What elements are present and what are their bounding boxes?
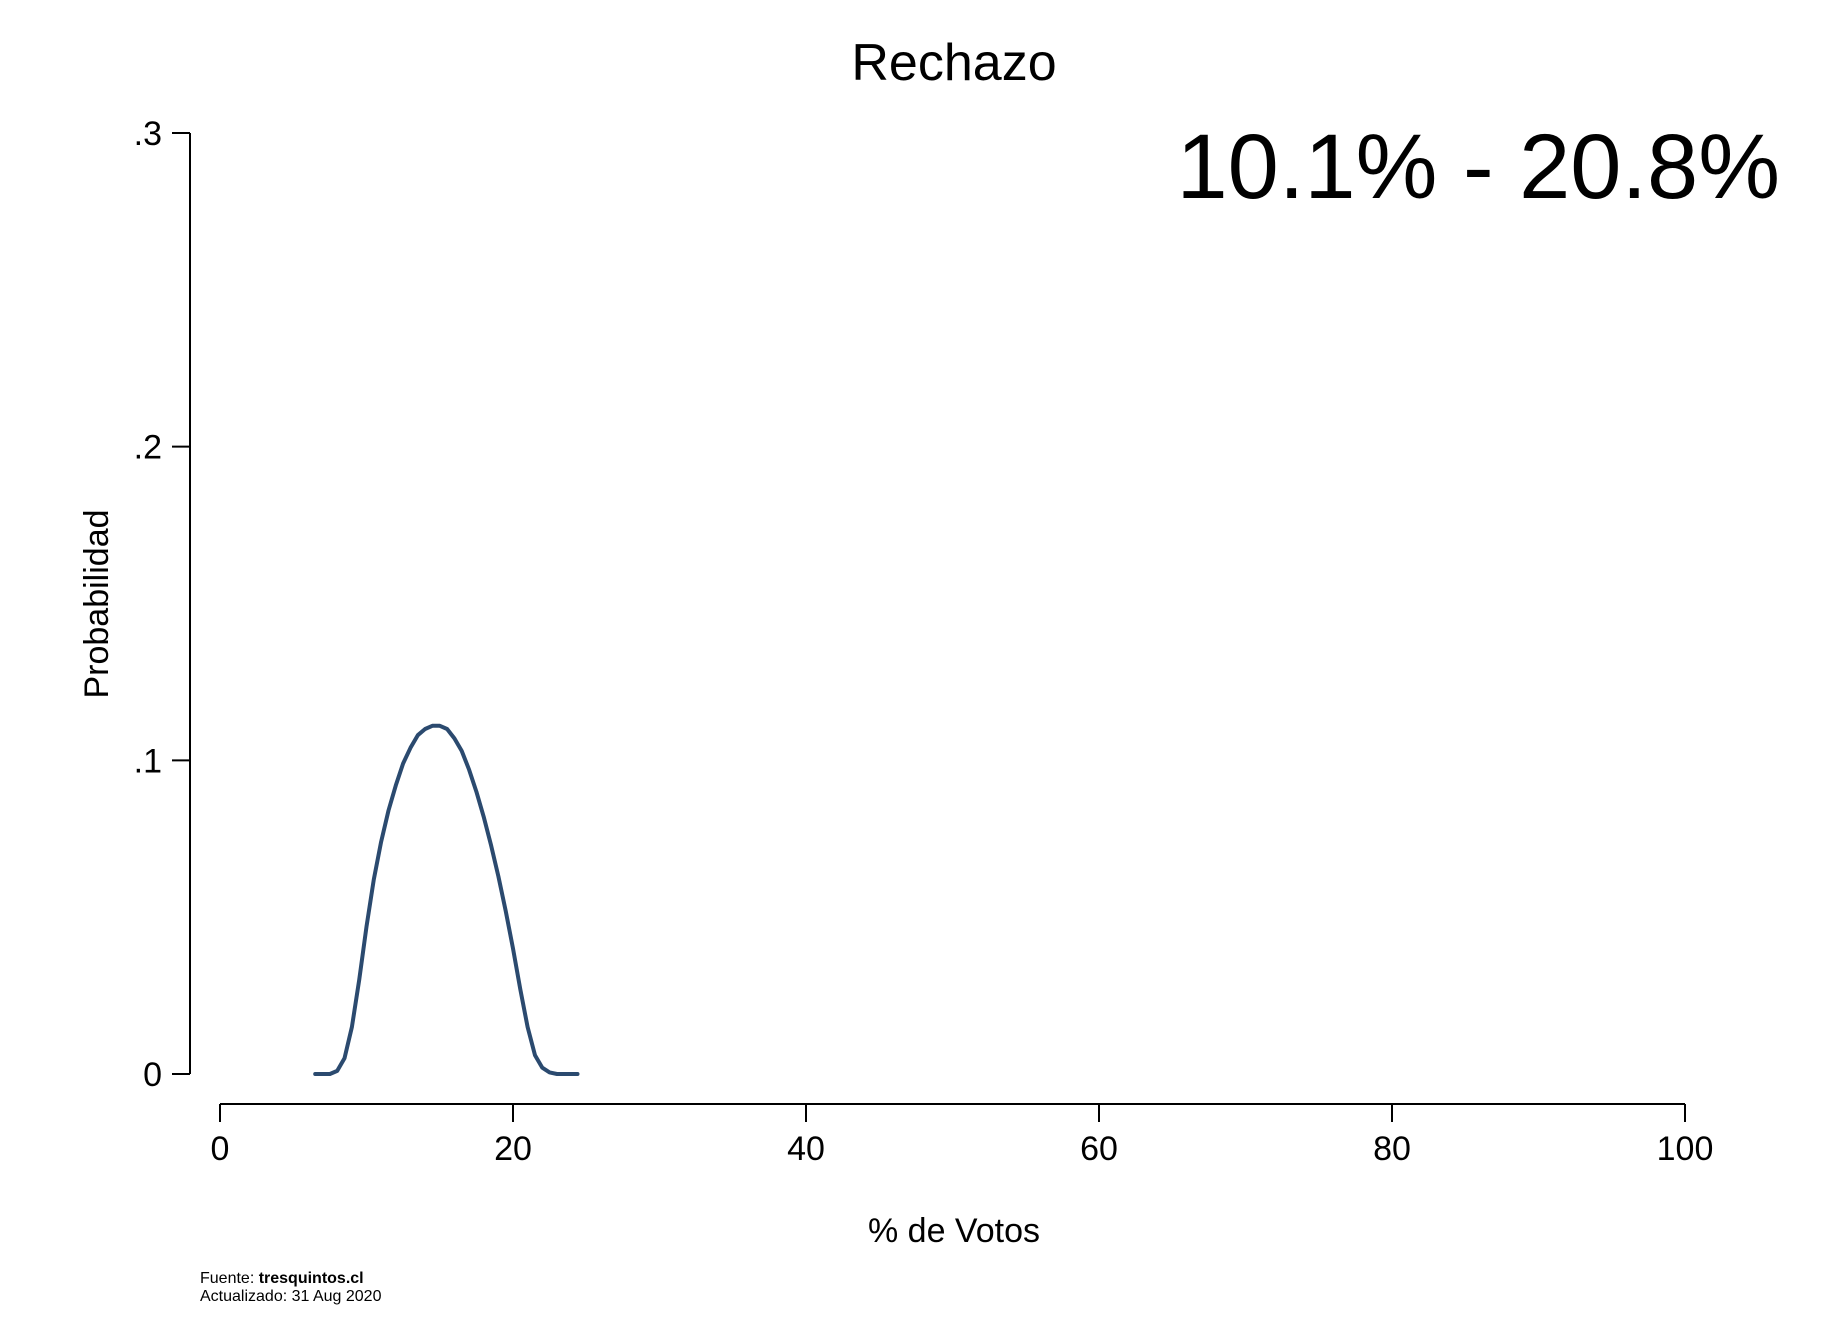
density-curve [313,723,580,1076]
chart-title: Rechazo [851,34,1056,92]
y-ticks: 0 .1 .2 .3 [134,115,190,1094]
x-tick-label: 20 [494,1130,532,1168]
updated-note: Actualizado: 31 Aug 2020 [200,1288,382,1305]
y-tick-label: .2 [134,429,162,467]
interval-annotation: 10.1% - 20.8% [1177,116,1780,218]
x-tick-label: 60 [1080,1130,1118,1168]
source-value: tresquintos.cl [258,1270,364,1287]
x-tick-label: 0 [211,1130,230,1168]
source-note: Fuente: tresquintos.cl [200,1270,364,1288]
x-tick-label: 100 [1657,1130,1714,1168]
y-tick-label: .1 [134,742,162,780]
source-label: Fuente: [200,1270,259,1287]
y-tick-label: 0 [143,1056,162,1094]
x-tick-label: 80 [1373,1130,1411,1168]
x-tick-label: 40 [787,1130,825,1168]
y-axis-label: Probabilidad [78,509,116,698]
y-tick-label: .3 [134,115,162,153]
x-axis-label: % de Votos [868,1212,1040,1250]
x-ticks: 0 20 40 60 80 100 [211,1104,1714,1168]
